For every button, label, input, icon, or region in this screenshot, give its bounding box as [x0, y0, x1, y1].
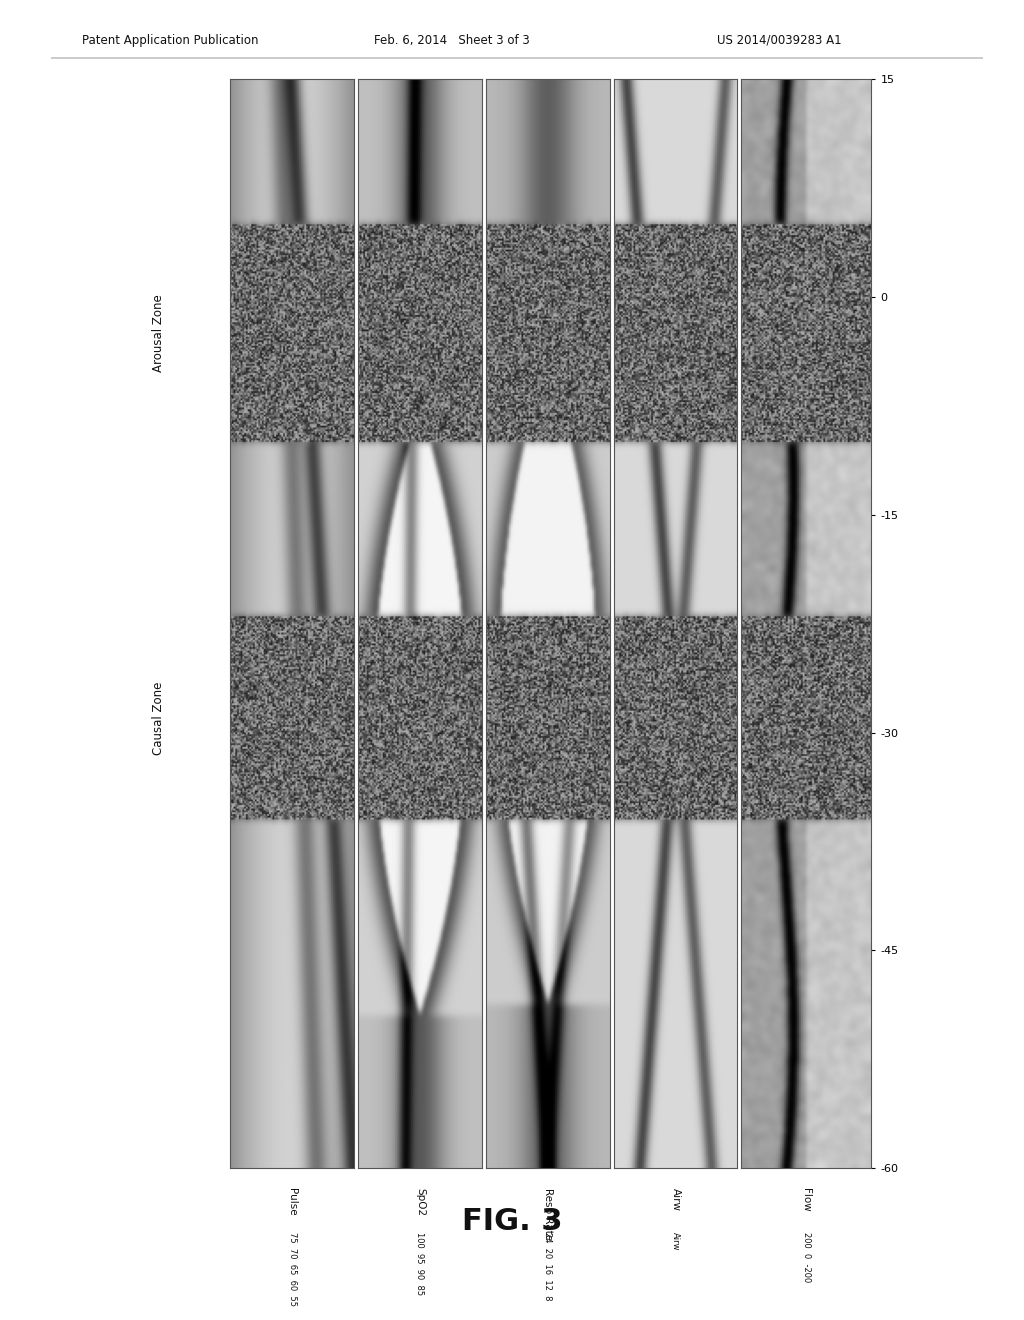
Text: SpO2: SpO2: [415, 1188, 425, 1216]
Text: 75  70  65  60  55: 75 70 65 60 55: [288, 1232, 297, 1305]
Text: Arousal Zone: Arousal Zone: [153, 294, 165, 372]
Text: US 2014/0039283 A1: US 2014/0039283 A1: [717, 33, 842, 46]
Text: Airw: Airw: [671, 1188, 681, 1210]
Text: Resp Rate: Resp Rate: [543, 1188, 553, 1239]
Text: Patent Application Publication: Patent Application Publication: [82, 33, 258, 46]
Text: Pulse: Pulse: [287, 1188, 297, 1216]
Text: Feb. 6, 2014   Sheet 3 of 3: Feb. 6, 2014 Sheet 3 of 3: [374, 33, 529, 46]
Text: Airw: Airw: [671, 1232, 680, 1250]
Text: 100  95  90  85: 100 95 90 85: [416, 1232, 425, 1295]
Text: Flow: Flow: [802, 1188, 811, 1212]
Text: Causal Zone: Causal Zone: [153, 681, 165, 755]
Text: 200  0  -200: 200 0 -200: [802, 1232, 811, 1282]
Text: FIG. 3: FIG. 3: [462, 1208, 562, 1237]
Text: 24  20  16  12  8: 24 20 16 12 8: [543, 1232, 552, 1300]
